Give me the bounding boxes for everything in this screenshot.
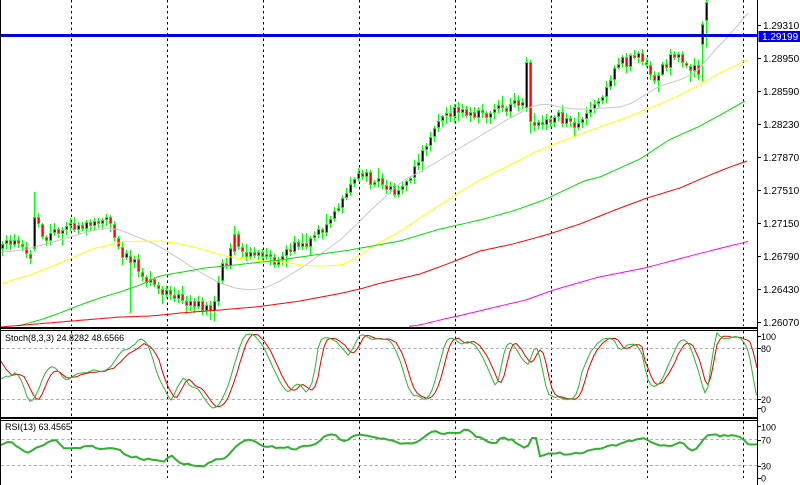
svg-text:0: 0 [761,473,766,483]
svg-text:1.26430: 1.26430 [763,285,800,296]
svg-text:Stoch(8,3,3) 24.8282 48.6566: Stoch(8,3,3) 24.8282 48.6566 [5,333,124,343]
svg-text:20: 20 [761,395,771,405]
svg-text:1.27870: 1.27870 [763,153,800,164]
svg-text:1.28590: 1.28590 [763,87,800,98]
svg-text:80: 80 [761,344,771,354]
svg-text:1.26070: 1.26070 [763,318,800,329]
svg-text:100: 100 [761,422,776,432]
svg-text:70: 70 [761,435,771,445]
svg-text:1.27510: 1.27510 [763,186,800,197]
svg-text:1.29199: 1.29199 [762,32,799,43]
svg-text:1.28230: 1.28230 [763,120,800,131]
svg-text:1.26790: 1.26790 [763,252,800,263]
svg-text:0: 0 [761,404,766,414]
svg-text:1.28950: 1.28950 [763,54,800,65]
svg-text:1.27150: 1.27150 [763,219,800,230]
svg-text:100: 100 [761,332,776,342]
svg-text:30: 30 [761,461,771,471]
svg-text:RSI(13) 63.4565: RSI(13) 63.4565 [5,422,71,432]
svg-text:1.29310: 1.29310 [763,21,800,32]
